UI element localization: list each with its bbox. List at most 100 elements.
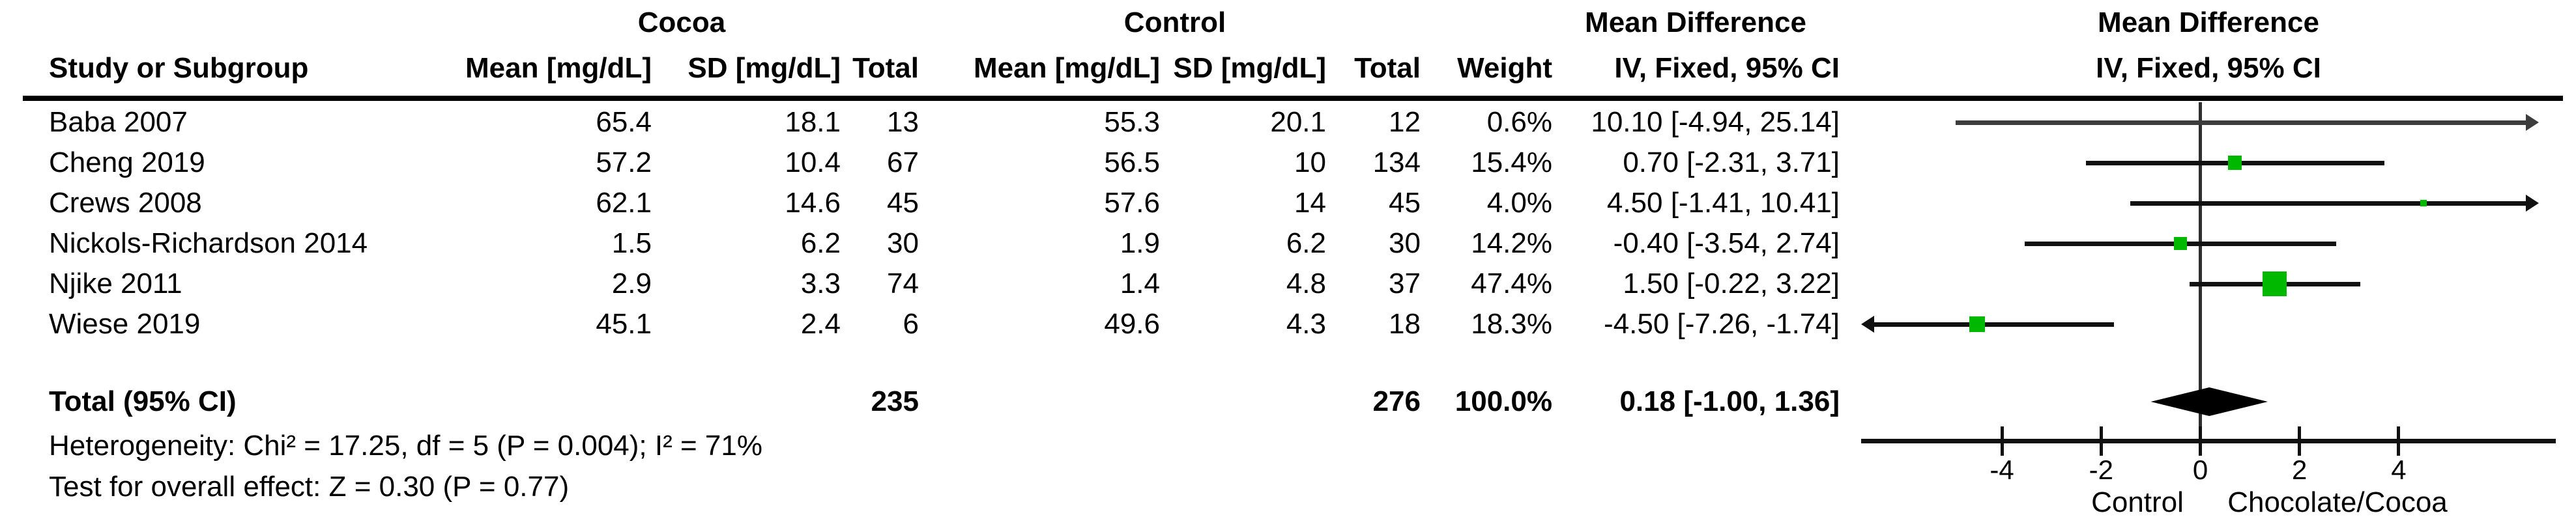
cell-cocoa-mean: 45.1 (596, 308, 652, 340)
axis-tick (2199, 426, 2202, 456)
cell-control-mean: 56.5 (1104, 146, 1160, 178)
group-header-control: Control (1123, 7, 1226, 38)
axis-tick (2397, 426, 2401, 456)
cell-cocoa-total: 6 (903, 308, 919, 340)
group-header-mean-difference-text: Mean Difference (1585, 7, 1806, 38)
zero-effect-line (2199, 102, 2202, 441)
cell-ci-text: -0.40 [-3.54, 2.74] (1613, 227, 1840, 259)
cell-ci-text: 10.10 [-4.94, 25.14] (1591, 106, 1840, 138)
cell-weight: 47.4% (1471, 268, 1552, 299)
axis-tick-label: 0 (2192, 454, 2208, 485)
effect-square (1969, 316, 1985, 332)
study-label: Nickols-Richardson 2014 (49, 227, 368, 259)
cell-cocoa-total: 67 (887, 146, 919, 178)
col-header-ci-plot: IV, Fixed, 95% CI (2096, 52, 2321, 84)
cell-weight: 18.3% (1471, 308, 1552, 340)
axis-tick-label: -2 (2089, 454, 2113, 485)
cell-ci-text: 4.50 [-1.41, 10.41] (1606, 187, 1840, 219)
cell-weight: 14.2% (1471, 227, 1552, 259)
cell-cocoa-mean: 57.2 (596, 146, 652, 178)
col-header-cocoa-total: Total (852, 52, 919, 84)
study-label: Njike 2011 (49, 268, 182, 299)
x-axis-line (1861, 439, 2556, 443)
cell-ci-text: 1.50 [-0.22, 3.22] (1623, 268, 1840, 299)
overall-effect-note: Test for overall effect: Z = 0.30 (P = 0… (49, 471, 570, 503)
study-label: Crews 2008 (49, 187, 202, 219)
ci-line (1955, 120, 2527, 125)
cell-cocoa-mean: 2.9 (611, 268, 652, 299)
cell-cocoa-sd: 3.3 (800, 268, 841, 299)
cell-control-total: 18 (1389, 308, 1421, 340)
cell-ci-text: -4.50 [-7.26, -1.74] (1604, 308, 1840, 340)
cell-control-sd: 20.1 (1270, 106, 1326, 138)
col-header-cocoa-mean: Mean [mg/dL] (465, 52, 652, 84)
cell-control-mean: 55.3 (1104, 106, 1160, 138)
effect-square (2173, 236, 2188, 251)
study-label: Cheng 2019 (49, 146, 205, 178)
cell-cocoa-total: 45 (887, 187, 919, 219)
cell-control-sd: 14 (1294, 187, 1326, 219)
cell-cocoa-sd: 14.6 (785, 187, 841, 219)
cell-cocoa-sd: 18.1 (785, 106, 841, 138)
cell-control-mean: 49.6 (1104, 308, 1160, 340)
col-header-control-sd: SD [mg/dL] (1173, 52, 1326, 84)
cell-cocoa-sd: 10.4 (785, 146, 841, 178)
group-header-cocoa: Cocoa (637, 7, 726, 38)
cell-control-sd: 6.2 (1286, 227, 1326, 259)
cell-cocoa-total: 74 (887, 268, 919, 299)
cell-control-sd: 4.3 (1286, 308, 1326, 340)
cell-control-mean: 1.4 (1120, 268, 1160, 299)
study-label: Wiese 2019 (49, 308, 201, 340)
effect-square (2263, 271, 2287, 296)
total-label: Total (95% CI) (49, 385, 237, 417)
heterogeneity-note: Heterogeneity: Chi² = 17.25, df = 5 (P =… (49, 430, 762, 462)
cell-cocoa-total: 235 (871, 385, 919, 417)
study-label: Baba 2007 (49, 106, 188, 138)
cell-control-total: 12 (1389, 106, 1421, 138)
ci-line (2130, 201, 2527, 206)
cell-cocoa-mean: 1.5 (611, 227, 652, 259)
cell-control-total: 30 (1389, 227, 1421, 259)
col-header-cocoa-sd: SD [mg/dL] (687, 52, 841, 84)
axis-tick-label: 4 (2391, 454, 2407, 485)
cell-weight: 0.6% (1486, 106, 1552, 138)
ci-arrow-right-icon (2526, 114, 2539, 131)
cell-cocoa-mean: 62.1 (596, 187, 652, 219)
effect-square (2228, 156, 2242, 170)
col-header-control-mean: Mean [mg/dL] (974, 52, 1160, 84)
axis-caption-right: Chocolate/Cocoa (2227, 486, 2448, 518)
cell-control-total: 276 (1372, 385, 1421, 417)
axis-tick (2000, 426, 2004, 456)
col-header-control-total: Total (1354, 52, 1421, 84)
ci-arrow-left-icon (1861, 316, 1874, 333)
header-divider-rule (23, 96, 2563, 101)
cell-cocoa-total: 30 (887, 227, 919, 259)
cell-weight: 4.0% (1486, 187, 1552, 219)
cell-cocoa-sd: 6.2 (800, 227, 841, 259)
effect-square (2420, 199, 2427, 207)
axis-tick-label: 2 (2292, 454, 2308, 485)
cell-cocoa-mean: 65.4 (596, 106, 652, 138)
ci-arrow-right-icon (2526, 195, 2539, 212)
cell-ci-text: 0.70 [-2.31, 3.71] (1623, 146, 1840, 178)
cell-weight: 15.4% (1471, 146, 1552, 178)
cell-control-sd: 10 (1294, 146, 1326, 178)
col-header-ci-text: IV, Fixed, 95% CI (1614, 52, 1840, 84)
cell-control-total: 134 (1372, 146, 1421, 178)
cell-cocoa-sd: 2.4 (800, 308, 841, 340)
cell-control-mean: 57.6 (1104, 187, 1160, 219)
pooled-diamond (2150, 387, 2268, 416)
group-header-mean-difference-plot: Mean Difference (2098, 7, 2319, 38)
col-header-study: Study or Subgroup (49, 52, 309, 84)
axis-tick-label: -4 (1990, 454, 2014, 485)
cell-cocoa-total: 13 (887, 106, 919, 138)
ci-line (1874, 322, 2115, 327)
col-header-weight: Weight (1457, 52, 1552, 84)
cell-control-mean: 1.9 (1120, 227, 1160, 259)
cell-control-total: 37 (1389, 268, 1421, 299)
cell-control-sd: 4.8 (1286, 268, 1326, 299)
cell-ci-text: 0.18 [-1.00, 1.36] (1619, 385, 1840, 417)
cell-control-total: 45 (1389, 187, 1421, 219)
cell-weight: 100.0% (1454, 385, 1552, 417)
axis-tick (2099, 426, 2103, 456)
